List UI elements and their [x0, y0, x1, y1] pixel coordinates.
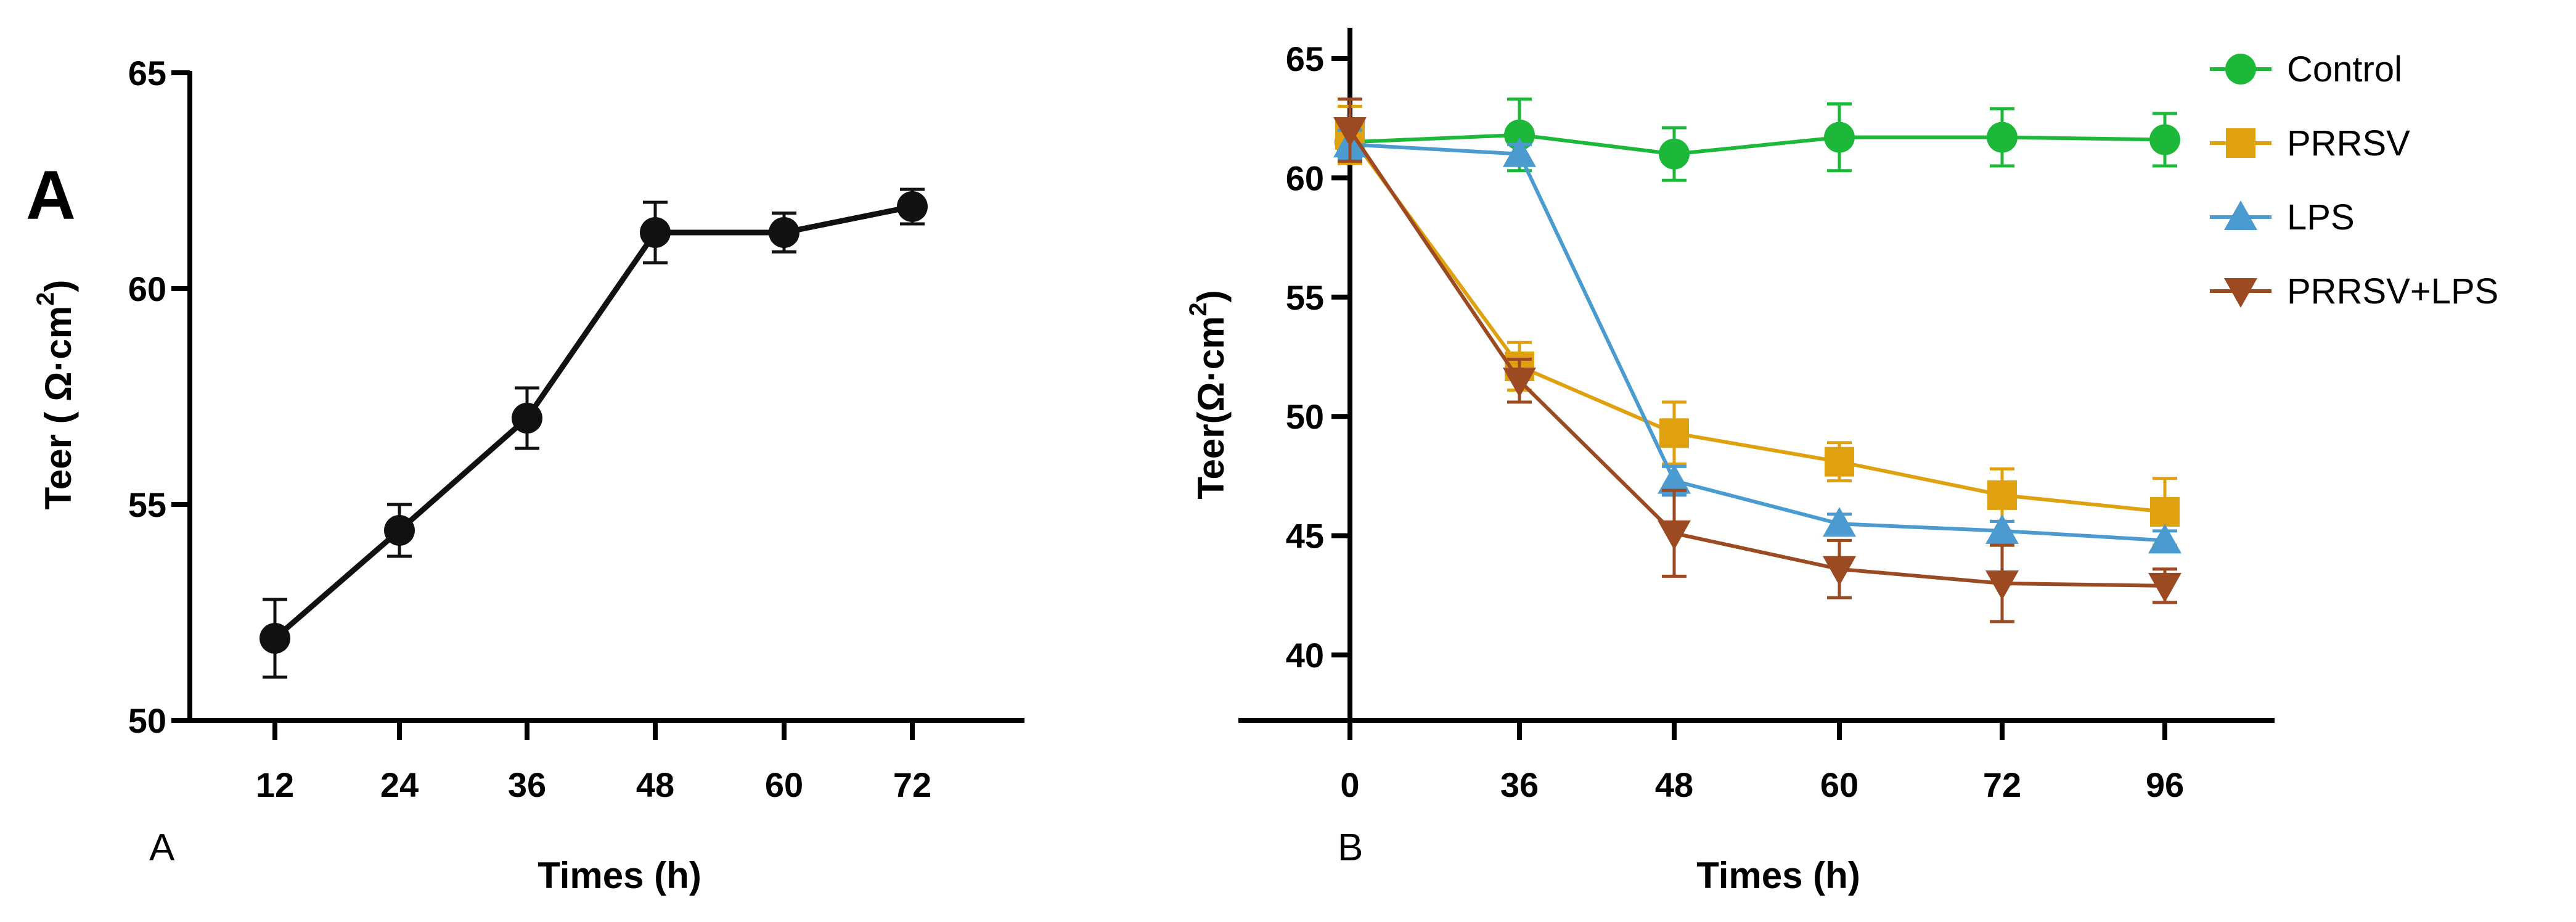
panel-b-legend-prrsv-lps-swatch-marker [2224, 278, 2257, 308]
panel-a-x-tick-label: 48 [636, 765, 674, 804]
panel-b-series-lps-point [1823, 507, 1856, 537]
panel-b-series-prrsv-lps-line [1348, 129, 2165, 588]
panel-b-series-prrsv-point [1825, 447, 1854, 477]
panel-b-series-control-point [1659, 138, 1690, 170]
panel-b-series-prrsv-lps-point [2148, 572, 2181, 603]
panel-b-caption: B [1338, 826, 1363, 869]
panel-a-corner-label: A [26, 157, 76, 234]
panel-b-legend-prrsv-swatch-marker [2226, 128, 2255, 158]
panel-b-series-control-point [1504, 119, 1535, 150]
panel-b-x-axis-title: Times (h) [1696, 855, 1860, 896]
panel-b-series-lps-point [1658, 464, 1691, 494]
panel-b-y-tick-label: 40 [1286, 636, 1324, 675]
panel-b-x-tick-label: 72 [1983, 765, 2021, 804]
panel-b-series-lps-point [1503, 137, 1536, 167]
panel-a-series-teer [260, 187, 928, 679]
panel-a-x-tick-label: 60 [765, 765, 803, 804]
panel-b-y-tick-label: 55 [1286, 278, 1324, 317]
panel-b-legend-prrsv-lps-label: PRRSV+LPS [2287, 271, 2498, 311]
panel-a-marks: 50 55 60 65 12 24 36 48 60 72 [128, 54, 931, 804]
panel-b-y-tick-label: 60 [1286, 158, 1324, 197]
panel-b-series-prrsv-point [2150, 496, 2180, 527]
panel-b-series-control-point [2149, 124, 2180, 155]
panel-a-series-teer-point [897, 191, 928, 222]
panel-b-series-prrsv-lps-point [1333, 117, 1367, 147]
panel-b-series-prrsv-lps-point [1823, 556, 1856, 586]
panel-a-series-teer-point [512, 403, 542, 434]
panel-b-series-control-line [1349, 133, 2165, 156]
panel-a-series-teer-point [384, 515, 415, 546]
panel-b-series-lps-point [1985, 514, 2019, 544]
panel-b-y-axis-title: Teer(Ω·cm2) [1185, 290, 1232, 499]
panel-b-legend-prrsv-label: PRRSV [2287, 123, 2410, 163]
panel-b-x-tick-label: 48 [1655, 765, 1693, 804]
panel-b-y-tick-label: 45 [1286, 517, 1324, 556]
panel-b-series-control [1335, 97, 2180, 182]
panel-b-series-lps-line [1349, 142, 2165, 543]
panel-a-x-tick-label: 12 [256, 765, 294, 804]
panel-b-series-prrsv-lps [1333, 97, 2181, 624]
panel-b-series-control-point [1824, 121, 1855, 153]
panel-b-series-prrsv-point [1659, 418, 1689, 448]
panel-b-series-prrsv-lps-point [1503, 368, 1536, 398]
panel-b-legend-control-label: Control [2287, 49, 2402, 89]
panel-b-series-prrsv-point [1987, 480, 2017, 510]
panel-a-series-teer-point [260, 623, 290, 654]
chart-marks: 50 55 60 65 12 24 36 48 60 72 40 45 50 55 60 65 0 36 48 60 7… [128, 39, 2499, 804]
panel-a-y-tick-label: 60 [128, 270, 166, 308]
panel-b-x-tick-label: 0 [1340, 765, 1359, 804]
panel-b-x-tick-label: 60 [1820, 765, 1858, 804]
panel-a-series-teer-point [769, 217, 799, 248]
panel-a-x-tick-label: 36 [508, 765, 546, 804]
panel-a-y-tick-label: 50 [128, 701, 166, 740]
panel-b-legend-lps-label: LPS [2287, 197, 2355, 237]
panel-a-y-axis-title: Teer ( Ω·cm2) [32, 280, 79, 510]
panel-b-series-prrsv-lps-point [1985, 570, 2019, 600]
panel-b-series-prrsv [1335, 104, 2180, 547]
panel-b-y-tick-label: 50 [1286, 397, 1324, 436]
panel-a-series-teer-point [640, 217, 671, 248]
panel-b-marks: 40 45 50 55 60 65 0 36 48 60 72 96 Control PRRSV LPS PR… [1286, 39, 2499, 804]
panel-b-series-prrsv-line [1348, 134, 2165, 514]
panel-a-y-tick-label: 65 [128, 54, 166, 93]
panel-a-caption: A [149, 826, 175, 869]
panel-a: A Teer ( Ω·cm2) Times (h) A [26, 71, 1024, 896]
panel-b-legend: Control PRRSV LPS PRRSV+LPS [2210, 49, 2498, 311]
panel-a-x-tick-label: 72 [893, 765, 931, 804]
panel-b-x-tick-label: 36 [1500, 765, 1539, 804]
panel-b-series-control-point [1987, 121, 2018, 153]
panel-a-x-tick-label: 24 [380, 765, 419, 804]
panel-b-series-prrsv-lps-point [1658, 520, 1691, 550]
panel-b-series-lps [1333, 128, 2181, 554]
panel-a-x-axis-title: Times (h) [538, 855, 701, 896]
panel-b-series-lps-point [2148, 524, 2181, 554]
panel-b-y-tick-label: 65 [1286, 39, 1324, 78]
panel-b-legend-lps-swatch-marker [2224, 200, 2257, 230]
panel-a-y-tick-label: 55 [128, 485, 166, 524]
panel-b-legend-control-swatch-marker [2225, 54, 2256, 84]
panel-b-x-tick-label: 96 [2146, 765, 2184, 804]
panel-a-series-teer-line [273, 204, 913, 641]
